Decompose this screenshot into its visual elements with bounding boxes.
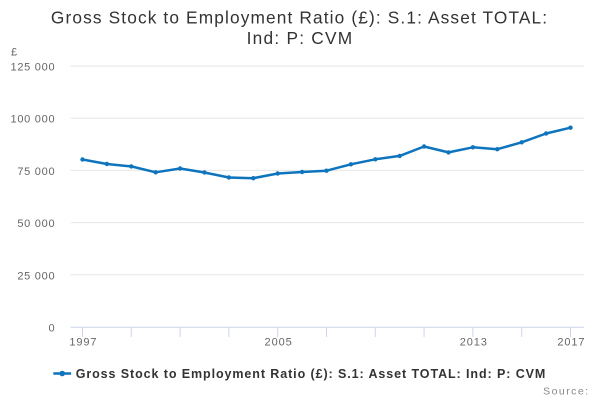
svg-text:2013: 2013 (460, 337, 488, 349)
svg-text:Ind: P: CVM: Ind: P: CVM (247, 28, 353, 48)
svg-text:2005: 2005 (265, 337, 293, 349)
svg-text:75 000: 75 000 (17, 166, 55, 178)
svg-text:25 000: 25 000 (17, 270, 55, 282)
svg-text:100 000: 100 000 (10, 114, 55, 126)
svg-text:Gross Stock to Employment Rati: Gross Stock to Employment Ratio (£): S.1… (51, 8, 547, 28)
svg-text:0: 0 (48, 323, 55, 335)
svg-text:125 000: 125 000 (10, 62, 55, 74)
svg-text:Source:: Source: (543, 385, 588, 397)
svg-text:£: £ (11, 47, 17, 59)
svg-text:1997: 1997 (69, 337, 97, 349)
svg-text:Gross Stock to Employment Rati: Gross Stock to Employment Ratio (£): S.1… (76, 367, 546, 381)
svg-text:2017: 2017 (557, 337, 585, 349)
svg-text:50 000: 50 000 (17, 218, 55, 230)
